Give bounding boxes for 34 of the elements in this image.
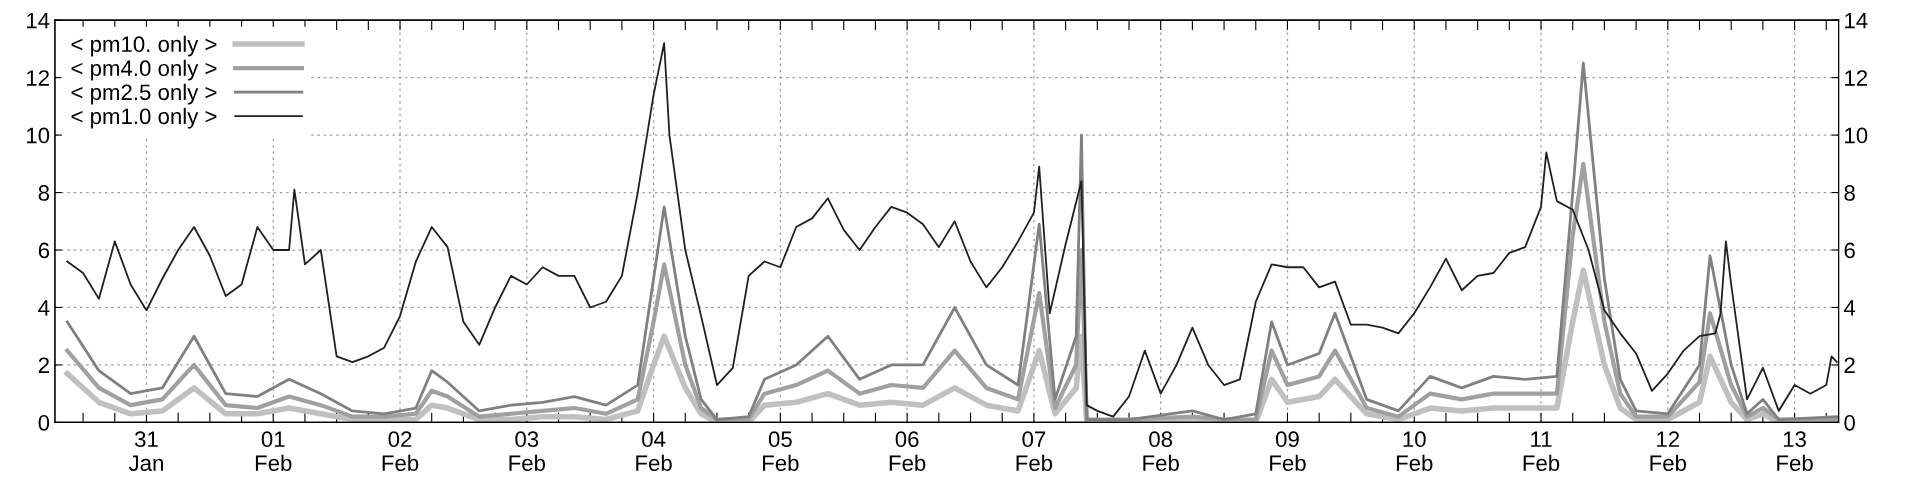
- y-tick-label: 0: [38, 414, 50, 431]
- x-tick-label: 05 Feb: [763, 431, 799, 471]
- y2-tick-label: 14: [1845, 12, 1868, 29]
- x-tick-label: 13 Feb: [1777, 431, 1813, 471]
- x-tick-label: 07 Feb: [1016, 431, 1053, 471]
- legend-label: < pm1.0 only >: [71, 107, 217, 129]
- legend-label: < pm10. only >: [71, 35, 217, 57]
- x-tick-label: 10 Feb: [1396, 431, 1433, 471]
- x-tick-label: 08 Feb: [1143, 431, 1179, 471]
- y2-tick-label: 0: [1844, 414, 1855, 431]
- x-tick-label: 02 Feb: [382, 431, 419, 471]
- y2-tick-label: 2: [1844, 357, 1855, 373]
- y-tick-label: 8: [38, 185, 50, 201]
- y-tick-label: 12: [27, 70, 49, 86]
- legend-label: < pm2.5 only >: [71, 83, 217, 105]
- x-tick-label: 01 Feb: [255, 431, 292, 471]
- y-tick-label: 6: [38, 242, 50, 259]
- x-tick-label: 04 Feb: [636, 431, 672, 471]
- y2-tick-label: 8: [1844, 185, 1855, 201]
- x-tick-label: 09 Feb: [1270, 431, 1306, 471]
- y2-tick-label: 12: [1845, 70, 1868, 86]
- x-tick-label: 31 Jan: [128, 431, 163, 471]
- x-tick-label: 11 Feb: [1523, 431, 1560, 471]
- x-tick-label: 06 Feb: [889, 431, 926, 471]
- y-tick-label: 14: [27, 12, 50, 29]
- x-tick-label: 03 Feb: [509, 431, 546, 471]
- y2-tick-label: 6: [1844, 242, 1855, 259]
- y-tick-label: 2: [38, 357, 49, 373]
- x-tick-label: 12 Feb: [1650, 431, 1687, 471]
- y2-tick-label: 4: [1843, 300, 1856, 316]
- y-tick-label: 4: [38, 300, 50, 316]
- y-tick-label: 10: [27, 127, 50, 144]
- legend-label: < pm4.0 only >: [71, 59, 217, 81]
- y2-tick-label: 10: [1845, 127, 1868, 144]
